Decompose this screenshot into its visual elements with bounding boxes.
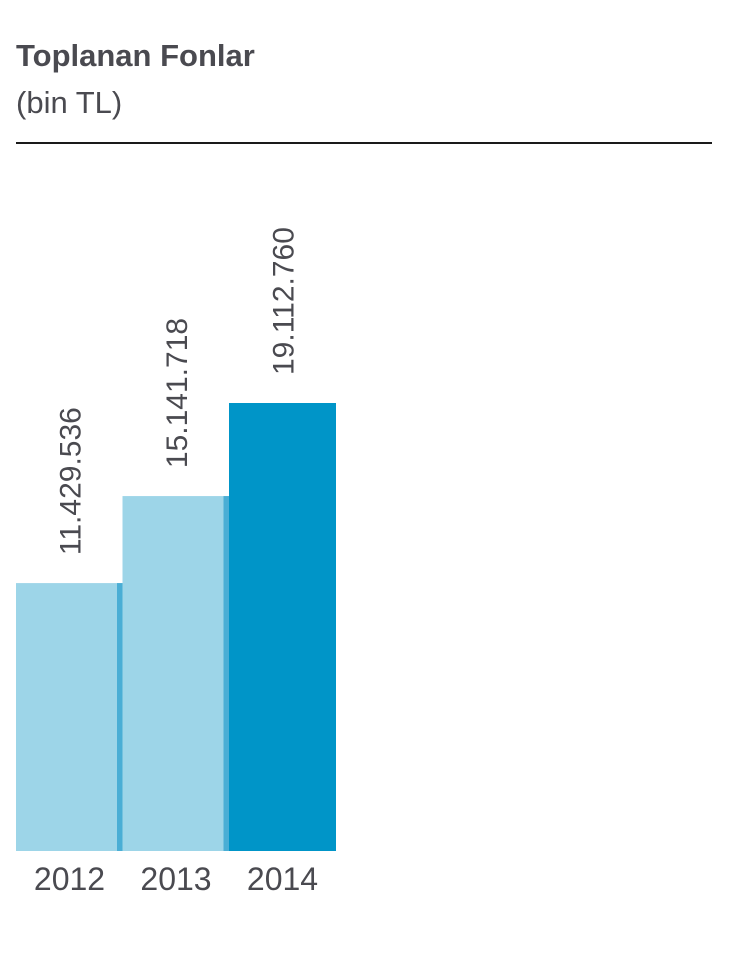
x-tick-label: 2012 (34, 861, 105, 897)
chart-title: Toplanan Fonlar (16, 38, 255, 73)
value-label: 15.141.718 (161, 318, 194, 468)
x-tick-label: 2013 (140, 861, 211, 897)
bar-shadow (117, 583, 123, 851)
value-label: 11.429.536 (55, 407, 88, 555)
bar (16, 583, 123, 851)
bar (122, 496, 230, 851)
bar (229, 403, 336, 851)
value-label: 19.112.760 (268, 227, 301, 375)
chart-subtitle: (bin TL) (16, 85, 122, 120)
x-tick-label: 2014 (247, 861, 318, 897)
bar-shadow (223, 496, 230, 851)
